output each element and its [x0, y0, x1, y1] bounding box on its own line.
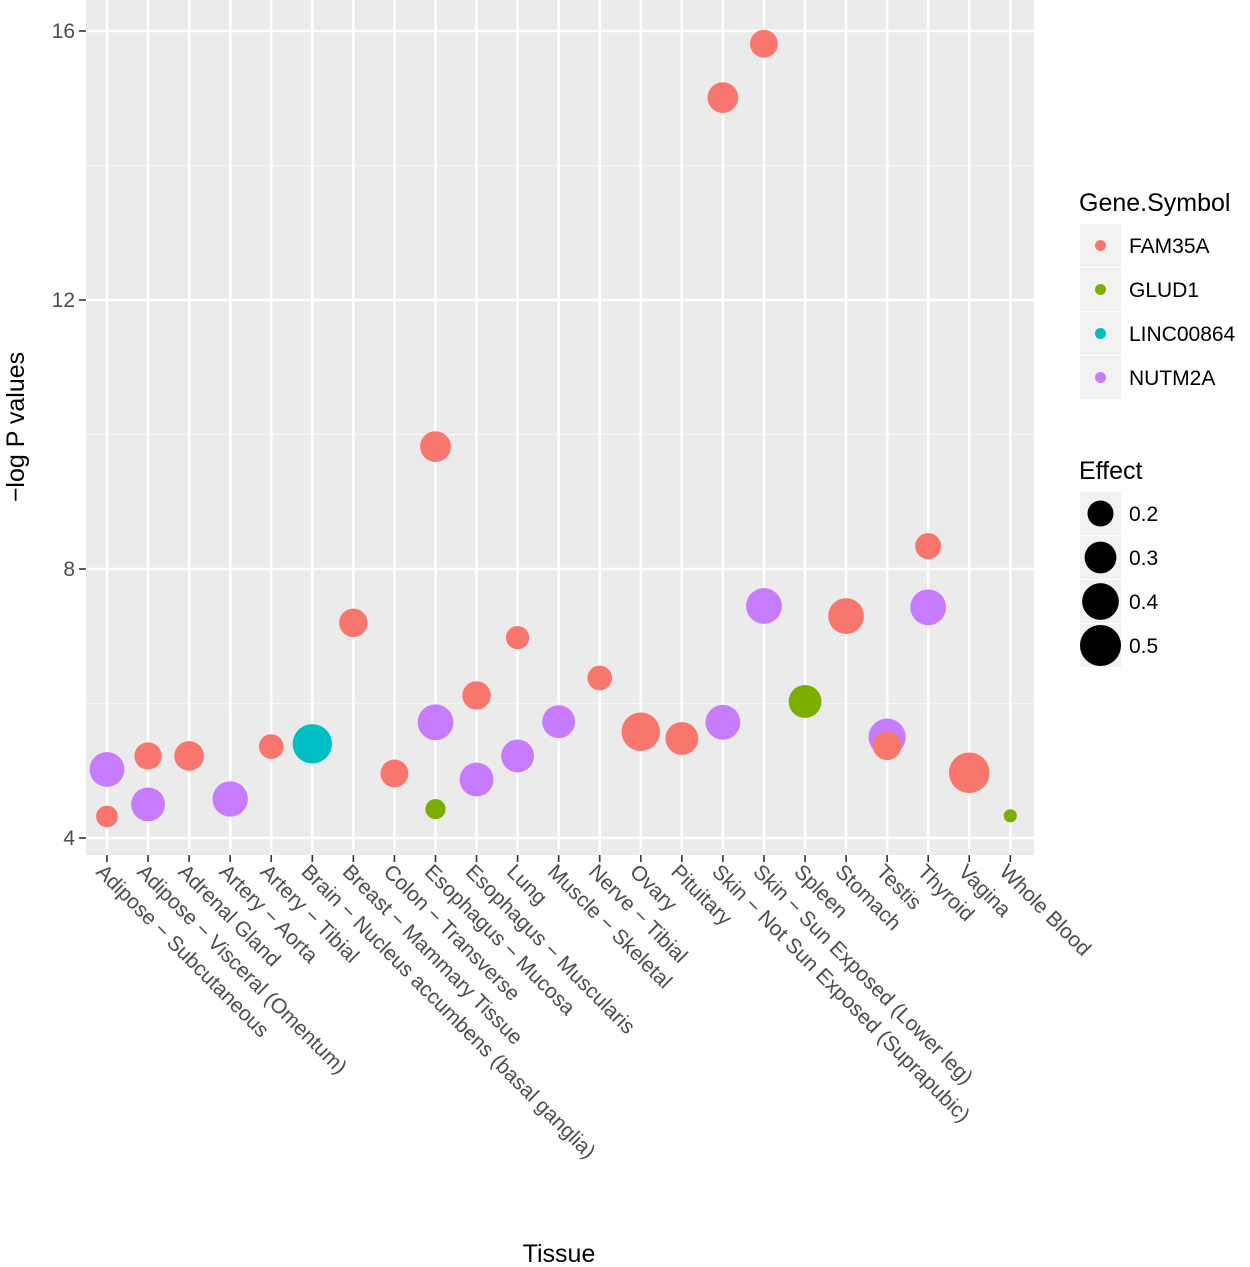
data-point	[788, 685, 822, 718]
data-point	[134, 742, 162, 770]
data-point	[948, 752, 990, 794]
y-tick-label: 16	[52, 20, 75, 43]
legend-key-dot	[1095, 284, 1106, 295]
legend-label: 0.2	[1129, 503, 1158, 526]
legend-key-dot	[1087, 500, 1114, 527]
legend-label: 0.4	[1129, 591, 1159, 614]
data-point	[425, 798, 446, 820]
legend-key-dot	[1095, 372, 1106, 383]
data-point	[828, 598, 864, 634]
data-point	[746, 588, 782, 624]
legend-label: FAM35A	[1129, 235, 1210, 258]
color-legend: Gene.Symbol FAM35A GLUD1 LINC00864 NUTM2A	[1079, 189, 1236, 399]
data-point	[501, 739, 535, 773]
data-point	[621, 712, 661, 751]
y-tick-label: 4	[63, 827, 75, 850]
data-point	[587, 665, 613, 691]
data-point	[174, 741, 204, 771]
legend-label: 0.3	[1129, 547, 1158, 570]
y-axis-title: −log P values	[2, 352, 30, 502]
data-point	[505, 625, 530, 650]
data-point	[96, 805, 118, 828]
legend-key-dot	[1079, 624, 1122, 667]
size-legend: Effect 0.2 0.3 0.4 0.5	[1079, 457, 1159, 667]
data-point	[131, 787, 165, 822]
data-point	[707, 82, 739, 113]
data-point	[417, 704, 454, 741]
data-point	[462, 681, 491, 710]
data-point	[750, 29, 778, 58]
minor-gridlines	[86, 164, 1034, 705]
legend-label: 0.5	[1129, 635, 1158, 658]
legend-key-dot	[1095, 240, 1106, 251]
data-point	[89, 751, 125, 787]
size-legend-title: Effect	[1079, 457, 1143, 485]
x-axis-title: Tissue	[523, 1240, 596, 1267]
data-point	[542, 705, 576, 739]
data-point	[705, 704, 741, 740]
data-point	[1003, 809, 1017, 823]
data-point	[380, 759, 409, 788]
data-point	[420, 431, 451, 462]
data-point	[459, 762, 494, 797]
legend-label: NUTM2A	[1129, 367, 1215, 390]
data-point	[910, 589, 947, 626]
y-axis-ticks: 4 8 12 16	[52, 20, 86, 850]
data-point	[258, 734, 284, 759]
legend-key-dot	[1095, 328, 1106, 339]
y-tick-label: 8	[63, 558, 75, 581]
legend-key-dot	[1082, 583, 1119, 620]
color-legend-title: Gene.Symbol	[1079, 189, 1230, 217]
x-tick-label: Brain − Nucleus accumbens (basal ganglia…	[297, 860, 600, 1163]
data-point	[872, 731, 902, 761]
data-point	[665, 722, 699, 755]
data-point	[339, 608, 368, 638]
legend-label: GLUD1	[1129, 279, 1199, 302]
legend-key-dot	[1084, 541, 1117, 574]
data-point	[212, 781, 248, 817]
y-tick-label: 12	[52, 289, 75, 312]
data-point	[292, 724, 332, 764]
legend-label: LINC00864	[1129, 323, 1236, 346]
major-gridlines	[86, 0, 1034, 855]
data-points	[89, 29, 1017, 828]
data-point	[915, 533, 942, 560]
